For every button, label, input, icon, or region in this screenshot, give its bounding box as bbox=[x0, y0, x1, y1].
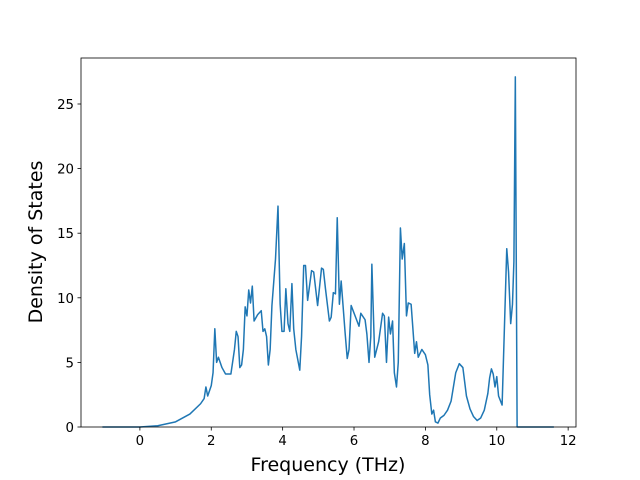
x-tick-label: 4 bbox=[278, 434, 286, 449]
x-axis-label: Frequency (THz) bbox=[251, 454, 406, 476]
axes-frame bbox=[80, 57, 577, 428]
x-tick-label: 6 bbox=[350, 434, 358, 449]
y-tick-label: 15 bbox=[57, 227, 74, 242]
x-tick-label: 12 bbox=[560, 434, 577, 449]
x-tick-label: 10 bbox=[488, 434, 505, 449]
x-tick-label: 0 bbox=[136, 434, 144, 449]
y-tick-label: 10 bbox=[57, 292, 74, 307]
y-tick-label: 20 bbox=[57, 163, 74, 178]
data-line bbox=[102, 76, 554, 428]
y-axis-label: Density of States bbox=[25, 161, 47, 324]
x-tick-label: 8 bbox=[421, 434, 429, 449]
x-tick-label: 2 bbox=[207, 434, 215, 449]
y-tick-label: 0 bbox=[66, 421, 74, 436]
y-tick-label: 25 bbox=[57, 98, 74, 113]
y-tick-label: 5 bbox=[66, 356, 74, 371]
